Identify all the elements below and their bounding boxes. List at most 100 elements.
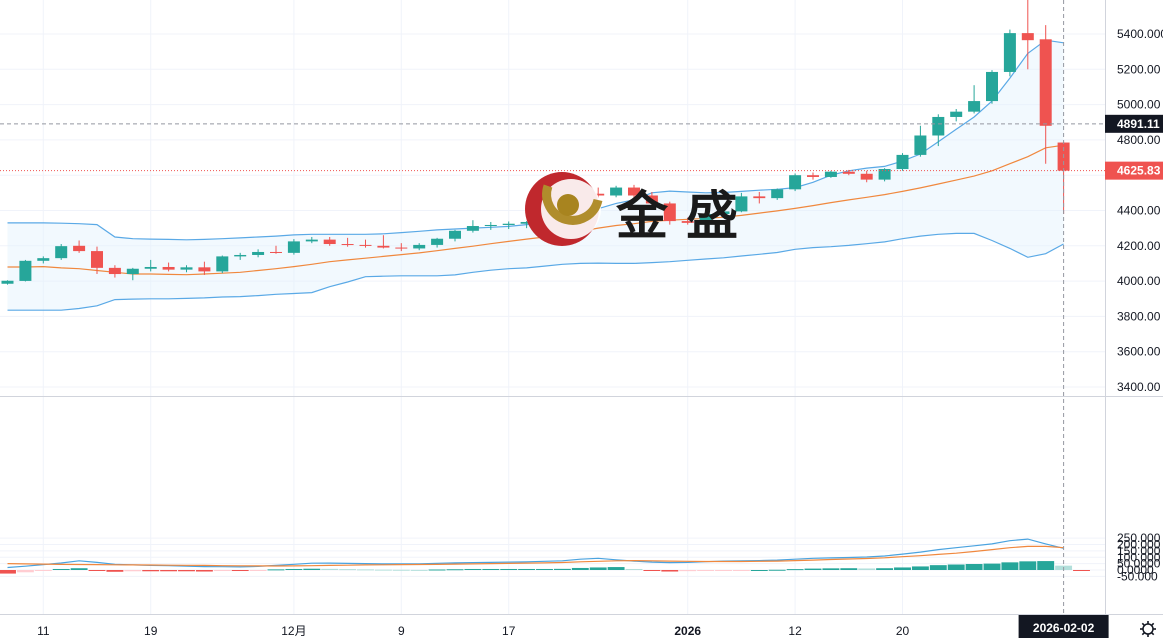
settings-gear-icon[interactable] [1140, 621, 1156, 637]
time-tick-label: 19 [144, 624, 158, 638]
candle-body [610, 187, 623, 196]
macd-histogram-bar [822, 568, 840, 570]
candle[interactable] [55, 244, 68, 260]
candle[interactable] [198, 261, 211, 275]
candle[interactable] [270, 245, 282, 254]
candle[interactable] [610, 185, 623, 198]
candle[interactable] [663, 201, 676, 225]
candle[interactable] [484, 221, 497, 230]
candle-body [986, 71, 998, 102]
candle[interactable] [359, 239, 372, 248]
candle[interactable] [842, 169, 855, 176]
price-candles[interactable] [1, 0, 1070, 285]
candle[interactable] [180, 265, 193, 273]
candle-body [91, 251, 103, 268]
macd-histogram-bar [643, 570, 661, 571]
candle-body [789, 175, 802, 190]
candle[interactable] [395, 243, 408, 252]
candle[interactable] [1039, 25, 1052, 164]
bollinger-fill-area [7, 40, 1064, 311]
candle[interactable] [252, 249, 265, 258]
candle[interactable] [287, 239, 300, 255]
candle[interactable] [645, 191, 658, 207]
candle[interactable] [323, 236, 336, 246]
candle-body [1039, 39, 1052, 126]
time-tick-label: 12月 [281, 624, 306, 638]
macd-histogram-bar [1019, 561, 1037, 570]
macd-histogram-bar [374, 569, 392, 571]
macd-histogram-bar [804, 568, 822, 570]
candle[interactable] [896, 153, 909, 171]
watermark-logo-gold-ring [542, 184, 603, 225]
candle-body [663, 203, 676, 222]
candle[interactable] [932, 114, 945, 147]
candle-body [431, 238, 444, 245]
candle[interactable] [377, 235, 390, 249]
macd-tick-label: 50.0000 [1117, 557, 1161, 571]
candle-body [842, 171, 855, 174]
candle[interactable] [628, 184, 640, 199]
macd-histogram-bar [840, 568, 858, 570]
candle[interactable] [1, 280, 14, 285]
candle-body [413, 244, 426, 249]
candle[interactable] [699, 213, 712, 224]
candle[interactable] [413, 243, 426, 251]
candle-body [287, 241, 300, 253]
candle[interactable] [717, 205, 730, 216]
candle[interactable] [789, 173, 802, 192]
macd-histogram-bar [983, 563, 1001, 570]
candle[interactable] [37, 256, 50, 264]
macd-histogram-bar [679, 570, 697, 572]
candle[interactable] [144, 259, 157, 272]
candle[interactable] [986, 70, 998, 104]
candle[interactable] [824, 170, 837, 178]
candle-body [824, 171, 837, 177]
candle[interactable] [914, 125, 927, 157]
candle[interactable] [950, 109, 963, 122]
candle[interactable] [1003, 29, 1016, 77]
candle-body [771, 189, 784, 199]
candle[interactable] [681, 217, 694, 225]
candle-body [484, 224, 497, 227]
price-tags: 4891.11 4625.83 [1105, 114, 1163, 180]
macd-histogram-bar [285, 568, 303, 570]
candle[interactable] [216, 255, 229, 274]
macd-histogram-bar [1037, 561, 1055, 570]
macd-histogram-bar [70, 568, 88, 570]
candle[interactable] [735, 192, 748, 213]
price-tick-label: 4800.00 [1117, 133, 1161, 147]
candle[interactable] [860, 170, 873, 183]
candle[interactable] [753, 191, 766, 204]
candle[interactable] [807, 172, 819, 180]
candle[interactable] [520, 221, 533, 229]
signal-line [7, 545, 1064, 567]
candle[interactable] [305, 236, 318, 244]
candle[interactable] [878, 168, 891, 182]
candle[interactable] [502, 221, 515, 230]
candle[interactable] [234, 252, 247, 260]
candle[interactable] [771, 188, 784, 200]
candle-body [216, 256, 229, 272]
candle[interactable] [73, 240, 86, 253]
candle[interactable] [19, 259, 32, 282]
candle[interactable] [466, 220, 479, 233]
candle[interactable] [968, 85, 981, 114]
candle-body [37, 258, 50, 261]
candle[interactable] [91, 246, 103, 275]
candle-body [126, 268, 139, 275]
macd-histogram-bar [321, 568, 339, 570]
macd-histogram-bar [160, 570, 178, 572]
candle[interactable] [1021, 0, 1034, 70]
candle[interactable] [431, 237, 444, 248]
macd-histogram-bar [213, 570, 231, 572]
candle[interactable] [108, 265, 121, 278]
candle[interactable] [162, 262, 175, 272]
time-tick-label: 11 [37, 624, 50, 638]
candle-body [144, 266, 157, 269]
macd-histogram-bar [267, 569, 285, 571]
candle[interactable] [449, 229, 461, 242]
candle[interactable] [126, 267, 139, 281]
time-tick-label: 20 [896, 624, 910, 638]
candle[interactable] [341, 237, 354, 247]
macd-histogram-bar [303, 568, 321, 570]
